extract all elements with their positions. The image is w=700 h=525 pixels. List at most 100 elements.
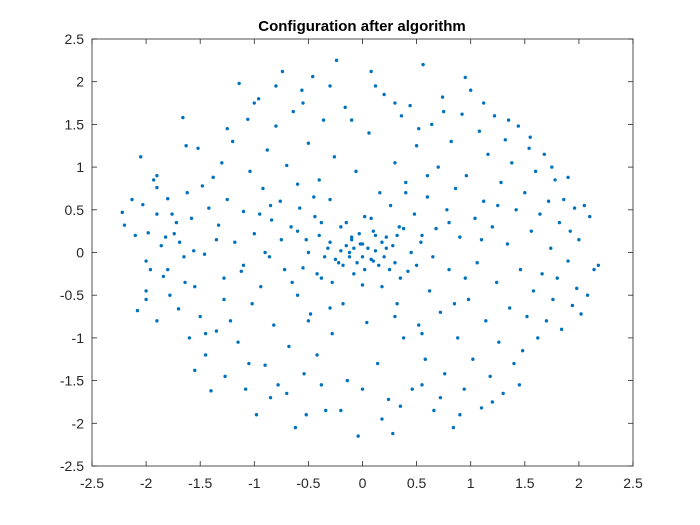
scatter-point (369, 257, 373, 262)
scatter-point (471, 357, 475, 361)
scatter-point (243, 387, 248, 391)
scatter-point (282, 267, 287, 272)
scatter-point (408, 103, 412, 108)
scatter-point (536, 336, 540, 340)
scatter-point (239, 269, 244, 273)
y-tick-label: 2 (76, 74, 84, 90)
scatter-point (585, 293, 590, 297)
scatter-point (241, 209, 246, 214)
scatter-point (369, 216, 373, 221)
scatter-point (362, 267, 367, 272)
scatter-point (339, 249, 343, 253)
scatter-point (568, 229, 572, 233)
scatter-point (479, 406, 484, 410)
scatter-point (183, 280, 187, 285)
x-tick-label: -2.5 (80, 475, 104, 491)
x-tick-label: 2 (575, 475, 583, 491)
scatter-point (322, 255, 327, 259)
scatter-point (395, 233, 399, 238)
scatter-point (268, 203, 273, 208)
y-tick-label: -1 (72, 330, 85, 346)
axes-box (91, 38, 634, 467)
x-tick-label: 1 (467, 475, 475, 491)
scatter-point (155, 173, 159, 178)
scatter-point (438, 395, 443, 400)
scatter-point (456, 336, 460, 340)
scatter-point (373, 84, 378, 88)
y-tick-label: 0 (76, 245, 84, 261)
scatter-point (148, 267, 153, 272)
scatter-point (447, 267, 451, 272)
scatter-point (233, 240, 237, 244)
scatter-point (304, 237, 308, 242)
scatter-point (391, 243, 395, 248)
scatter-point (452, 302, 457, 306)
scatter-point (228, 319, 233, 323)
scatter-point (336, 261, 341, 265)
scatter-point (306, 250, 311, 255)
scatter-point (453, 186, 458, 191)
scatter-point (135, 308, 140, 313)
y-tick-label: -0.5 (60, 287, 84, 303)
scatter-point (256, 97, 261, 101)
scatter-point (265, 148, 269, 152)
x-tick-label: 0.5 (407, 475, 427, 491)
scatter-point (481, 199, 486, 203)
scatter-point (377, 263, 381, 268)
x-tick-label: 0 (359, 475, 367, 491)
scatter-point (349, 118, 354, 122)
scatter-point (582, 203, 587, 208)
scatter-point (549, 246, 553, 250)
scatter-point (404, 191, 408, 195)
scatter-point (193, 368, 197, 373)
scatter-point (393, 161, 397, 165)
scatter-point (550, 165, 554, 169)
scatter-point (163, 235, 168, 239)
scatter-point (494, 280, 499, 285)
scatter-point (254, 413, 259, 417)
scatter-point (434, 226, 438, 231)
scatter-point (306, 319, 311, 323)
scatter-point (357, 232, 361, 236)
scatter-point (386, 397, 391, 402)
scatter-point (246, 117, 250, 121)
scatter-point (328, 240, 332, 244)
scatter-point (203, 353, 208, 357)
scatter-point (259, 284, 263, 289)
scatter-point (401, 226, 406, 231)
scatter-point (367, 131, 371, 135)
scatter-point (172, 232, 176, 236)
scatter-point (220, 161, 224, 165)
scatter-point (211, 175, 215, 180)
scatter-point (326, 246, 330, 250)
scatter-point (414, 144, 419, 148)
scatter-point (225, 126, 229, 131)
scatter-point (517, 383, 522, 387)
scatter-point (531, 289, 536, 293)
scatter-point (295, 293, 300, 297)
scatter-point (506, 118, 511, 122)
scatter-point (166, 267, 170, 272)
scatter-point (497, 340, 501, 344)
y-tick-label: -2.5 (60, 458, 84, 474)
scatter-point (490, 225, 495, 229)
y-tick-label: 0.5 (65, 202, 85, 218)
scatter-point (436, 165, 440, 169)
scatter-point (460, 112, 464, 116)
scatter-point (395, 302, 399, 306)
scatter-point (161, 274, 166, 279)
scatter-point (596, 263, 601, 268)
scatter-point (481, 101, 486, 105)
scatter-point (477, 129, 482, 133)
scatter-point (352, 246, 356, 250)
scatter-point (553, 178, 557, 182)
scatter-point (261, 186, 265, 191)
scatter-point (312, 195, 316, 199)
scatter-point (290, 280, 294, 285)
scatter-point (207, 206, 211, 210)
x-tick-label: -2 (140, 475, 153, 491)
scatter-point (268, 395, 273, 400)
scatter-point (301, 101, 305, 105)
scatter-point (421, 62, 425, 67)
scatter-point (409, 250, 413, 255)
